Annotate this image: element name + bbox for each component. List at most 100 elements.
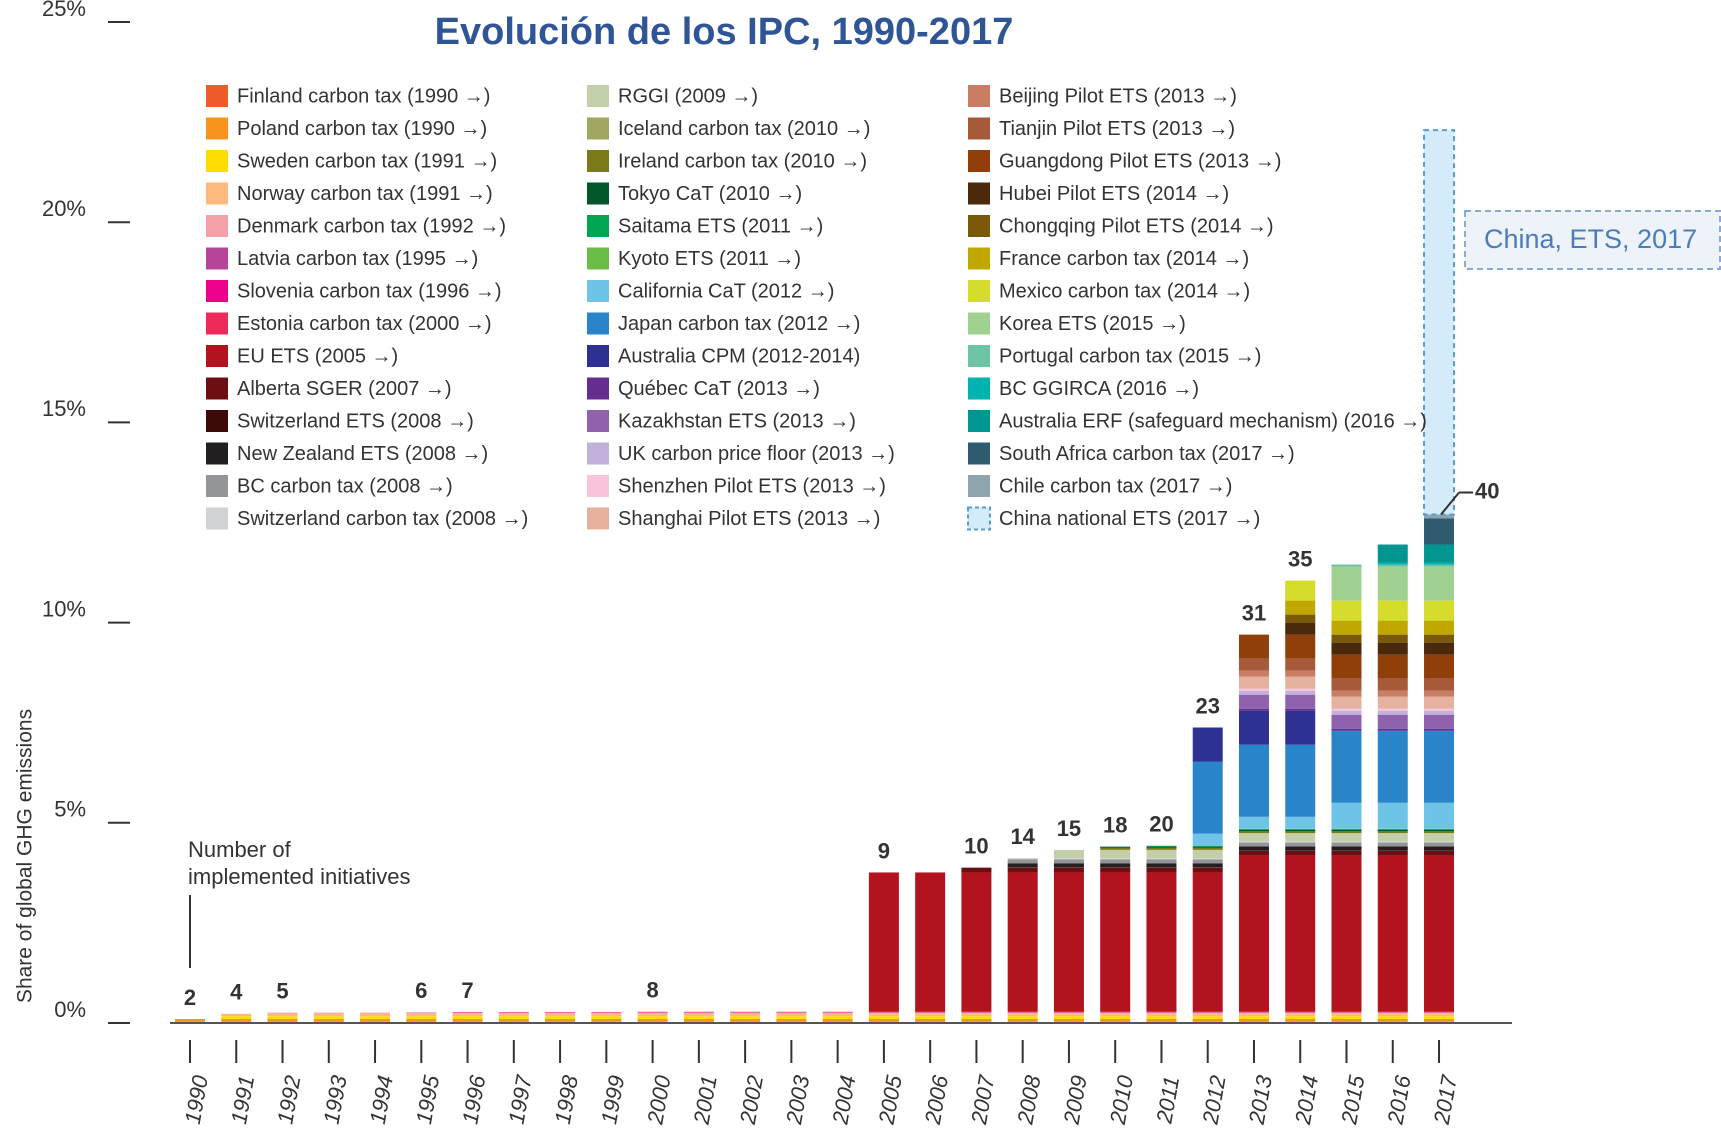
bar-segment xyxy=(1377,714,1408,729)
legend-label: Australia CPM (2012-2014) xyxy=(618,345,860,367)
bar-segment xyxy=(1331,850,1362,856)
bar-segment xyxy=(1377,1012,1408,1014)
bar-segment xyxy=(1285,744,1316,817)
bar-label: 40 xyxy=(1475,478,1499,503)
bar-segment xyxy=(1331,642,1362,655)
bar-segment xyxy=(1377,831,1408,834)
bar-label: 2 xyxy=(184,985,196,1010)
bar-segment xyxy=(637,1018,668,1022)
legend-swatch xyxy=(587,442,609,465)
bar-segment xyxy=(1377,1016,1408,1019)
bar-segment xyxy=(822,1018,853,1022)
bar-segment xyxy=(1377,829,1408,832)
bar-segment xyxy=(1146,867,1177,873)
bar-segment xyxy=(1100,867,1131,873)
bar-segment xyxy=(683,1012,714,1014)
legend-swatch xyxy=(968,410,990,432)
bar-segment xyxy=(1100,1016,1131,1019)
bar-label: 18 xyxy=(1103,812,1127,837)
bar-segment xyxy=(1285,1018,1316,1022)
bar-segment xyxy=(1331,831,1362,834)
bar-segment xyxy=(822,1012,853,1014)
legend-swatch xyxy=(587,150,609,172)
bar-segment xyxy=(1007,863,1038,868)
y-tick-label: 25% xyxy=(42,0,86,21)
bar-segment xyxy=(1377,642,1408,655)
bar-segment xyxy=(1007,872,1038,1012)
legend-label: Portugal carbon tax (2015 →) xyxy=(999,345,1261,367)
bar-segment xyxy=(1192,872,1223,1012)
bar-segment xyxy=(961,1016,992,1019)
bar-segment xyxy=(498,1016,529,1019)
bar-segment xyxy=(1331,846,1362,851)
bar-segment xyxy=(591,1013,622,1017)
bar-segment xyxy=(1424,708,1455,711)
legend-label: Korea ETS (2015 →) xyxy=(999,313,1186,335)
bar-segment xyxy=(1053,1018,1084,1022)
bar-segment xyxy=(1007,867,1038,873)
bar-label: 7 xyxy=(461,978,473,1003)
legend-swatch xyxy=(206,117,228,140)
bar-segment xyxy=(1238,831,1269,834)
legend-swatch xyxy=(968,117,990,140)
legend-label: China national ETS (2017 →) xyxy=(999,508,1260,530)
bar-segment xyxy=(868,872,899,1012)
legend-swatch xyxy=(206,150,228,172)
bar-segment xyxy=(591,1018,622,1022)
bar-segment xyxy=(1192,845,1223,847)
bar-segment xyxy=(1285,1012,1316,1014)
bar-segment xyxy=(1424,564,1455,567)
bar-label: 4 xyxy=(230,980,243,1005)
legend-swatch xyxy=(206,247,228,270)
bar-segment xyxy=(1146,1013,1177,1017)
bar-segment xyxy=(1285,831,1316,834)
y-tick-label: 0% xyxy=(54,997,86,1022)
bar-segment xyxy=(1238,708,1269,711)
bar-segment xyxy=(1146,850,1177,859)
bar-segment xyxy=(1285,829,1316,832)
legend-swatch xyxy=(968,442,990,465)
bar-segment xyxy=(1007,858,1038,860)
bar-segment xyxy=(452,1013,483,1017)
legend-swatch xyxy=(206,377,228,400)
bar-segment xyxy=(1238,690,1269,695)
bar-segment xyxy=(498,1013,529,1017)
bar-segment xyxy=(1424,710,1455,715)
bar-segment xyxy=(1285,710,1316,745)
bar-segment xyxy=(1146,1012,1177,1014)
legend-label: Kazakhstan ETS (2013 →) xyxy=(618,410,856,432)
bar-segment xyxy=(1100,1013,1131,1017)
bar-segment xyxy=(1053,1016,1084,1019)
bar-label: 10 xyxy=(964,833,988,858)
bar-segment xyxy=(1285,670,1316,677)
bar-segment xyxy=(1424,1012,1455,1014)
bar-segment xyxy=(1285,614,1316,623)
legend-label: Switzerland carbon tax (2008 →) xyxy=(237,508,528,530)
legend-swatch xyxy=(587,280,609,302)
bar-segment xyxy=(1331,564,1362,567)
legend-label: Tianjin Pilot ETS (2013 →) xyxy=(999,118,1235,140)
bar-segment xyxy=(1424,678,1455,691)
bar-segment xyxy=(868,1016,899,1019)
bar-segment xyxy=(1377,841,1408,843)
bar-segment xyxy=(1007,1012,1038,1014)
bar-segment xyxy=(1053,872,1084,1012)
legend-swatch xyxy=(967,506,991,531)
bar-segment xyxy=(683,1013,714,1017)
callout: China, ETS, 2017 xyxy=(1484,224,1697,254)
bar-segment xyxy=(360,1016,391,1019)
legend-label: Australia ERF (safeguard mechanism) (201… xyxy=(999,410,1427,432)
bar-segment xyxy=(545,1016,576,1019)
legend-swatch xyxy=(587,85,609,107)
bar-segment xyxy=(498,1018,529,1022)
bar-segment xyxy=(1285,841,1316,843)
bar-segment xyxy=(1424,728,1455,731)
bar-segment xyxy=(545,1013,576,1017)
bar-segment xyxy=(1285,833,1316,842)
annotation: Number of xyxy=(188,837,292,862)
bar-segment xyxy=(1100,858,1131,860)
legend-label: California CaT (2012 →) xyxy=(618,280,834,302)
bar-segment xyxy=(915,1018,946,1022)
legend-swatch xyxy=(968,345,990,367)
